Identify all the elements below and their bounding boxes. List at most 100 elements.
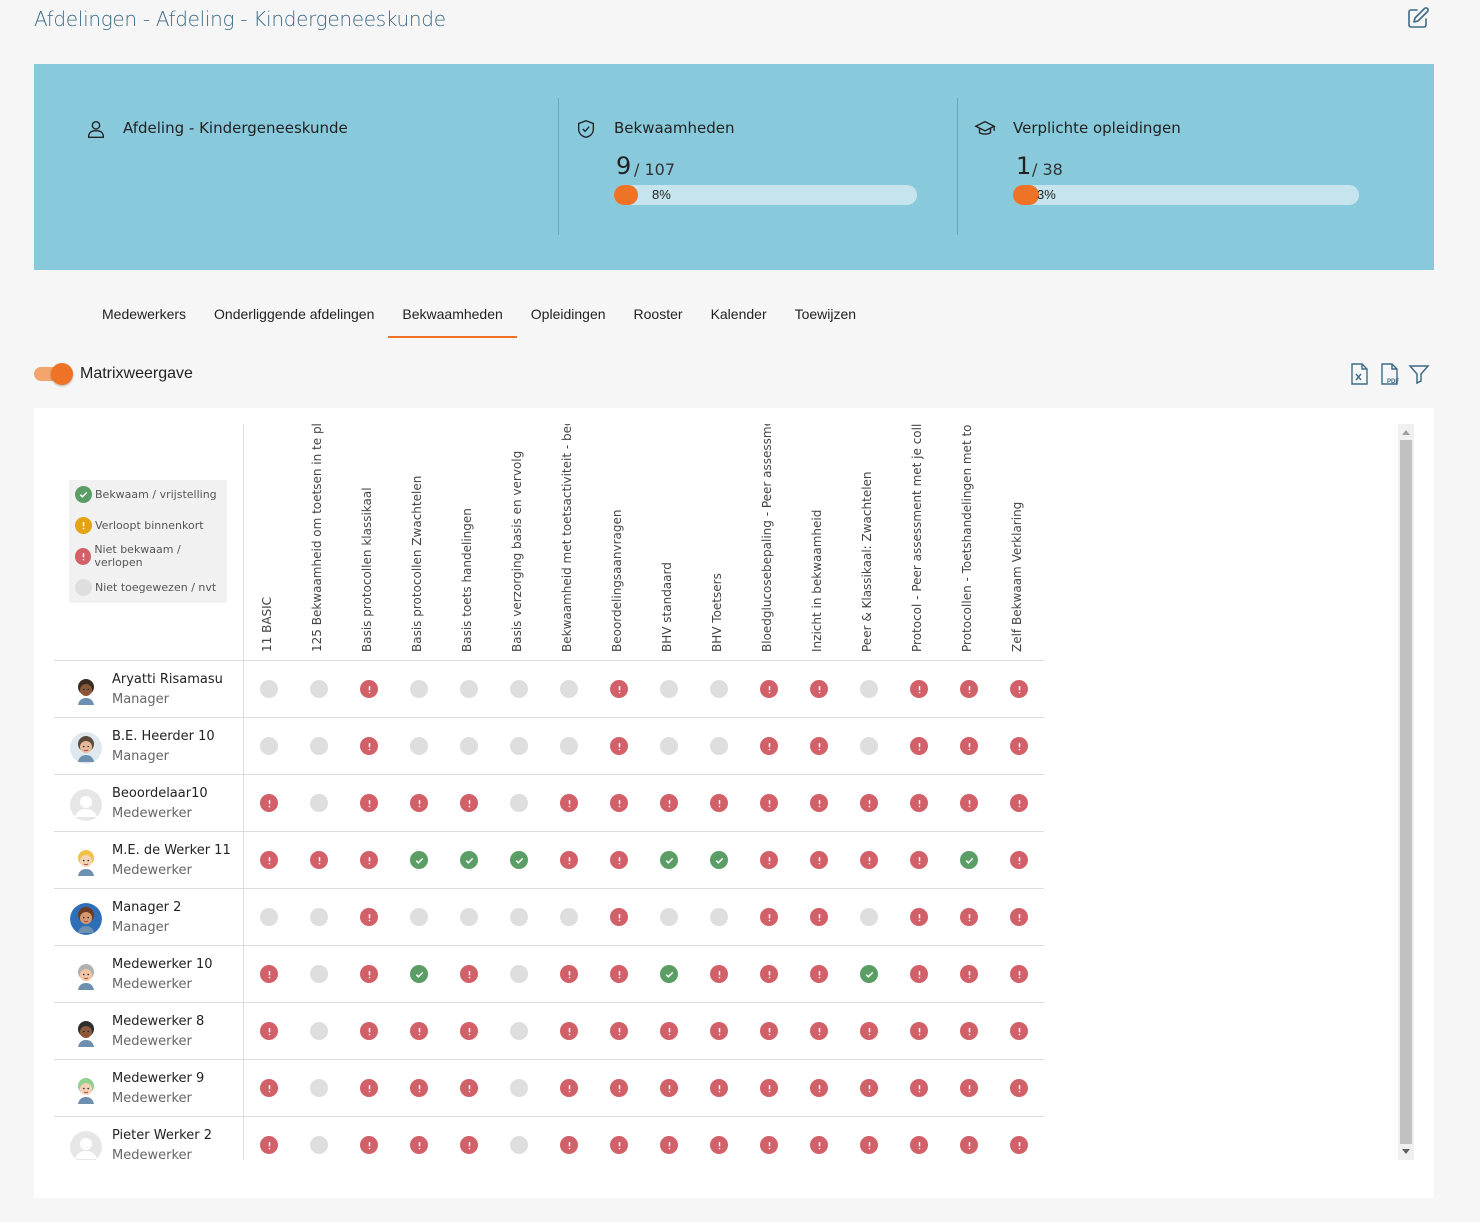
status-check-icon[interactable] (660, 965, 678, 983)
scroll-up-arrow[interactable] (1402, 430, 1410, 435)
status-exclamation-icon[interactable] (310, 851, 328, 869)
status-check-icon[interactable] (510, 851, 528, 869)
column-header[interactable]: Protocollen - Toetshandelingen met toe (954, 424, 984, 654)
filter-icon[interactable] (1408, 362, 1430, 386)
edit-icon[interactable] (1406, 6, 1430, 30)
status-exclamation-icon[interactable] (710, 965, 728, 983)
status-exclamation-icon[interactable] (660, 1022, 678, 1040)
status-exclamation-icon[interactable] (410, 1136, 428, 1154)
column-header[interactable]: Bekwaamheid met toetsactiviteit - beoo (554, 424, 584, 654)
status-exclamation-icon[interactable] (760, 794, 778, 812)
status-empty-circle-icon[interactable] (660, 908, 678, 926)
status-exclamation-icon[interactable] (610, 794, 628, 812)
status-exclamation-icon[interactable] (1010, 737, 1028, 755)
status-exclamation-icon[interactable] (960, 680, 978, 698)
column-header[interactable]: Basis protocollen klassikaal (354, 424, 384, 654)
status-empty-circle-icon[interactable] (260, 908, 278, 926)
status-exclamation-icon[interactable] (610, 965, 628, 983)
column-header[interactable]: Inzicht in bekwaamheid (804, 424, 834, 654)
column-header[interactable]: Peer & Klassikaal: Zwachtelen (854, 424, 884, 654)
status-exclamation-icon[interactable] (410, 794, 428, 812)
status-exclamation-icon[interactable] (960, 737, 978, 755)
status-exclamation-icon[interactable] (660, 794, 678, 812)
status-exclamation-icon[interactable] (760, 851, 778, 869)
status-exclamation-icon[interactable] (960, 1022, 978, 1040)
status-exclamation-icon[interactable] (810, 965, 828, 983)
status-exclamation-icon[interactable] (1010, 1136, 1028, 1154)
status-exclamation-icon[interactable] (760, 1136, 778, 1154)
status-exclamation-icon[interactable] (760, 908, 778, 926)
status-empty-circle-icon[interactable] (510, 794, 528, 812)
status-exclamation-icon[interactable] (260, 1136, 278, 1154)
status-empty-circle-icon[interactable] (310, 794, 328, 812)
status-exclamation-icon[interactable] (260, 965, 278, 983)
status-exclamation-icon[interactable] (710, 1136, 728, 1154)
status-exclamation-icon[interactable] (860, 1079, 878, 1097)
column-header[interactable]: 125 Bekwaamheid om toetsen in te plar (304, 424, 334, 654)
status-exclamation-icon[interactable] (260, 794, 278, 812)
status-exclamation-icon[interactable] (1010, 1079, 1028, 1097)
status-empty-circle-icon[interactable] (860, 737, 878, 755)
status-exclamation-icon[interactable] (610, 1022, 628, 1040)
status-exclamation-icon[interactable] (810, 851, 828, 869)
status-exclamation-icon[interactable] (910, 1079, 928, 1097)
status-exclamation-icon[interactable] (1010, 851, 1028, 869)
tab-bekwaamheden[interactable]: Bekwaamheden (388, 296, 517, 338)
tab-toewijzen[interactable]: Toewijzen (794, 306, 857, 322)
status-exclamation-icon[interactable] (360, 680, 378, 698)
employee-name[interactable]: Manager 2 (112, 900, 182, 915)
status-exclamation-icon[interactable] (610, 737, 628, 755)
status-exclamation-icon[interactable] (610, 680, 628, 698)
status-exclamation-icon[interactable] (610, 851, 628, 869)
status-exclamation-icon[interactable] (910, 737, 928, 755)
column-header[interactable]: BHV standaard (654, 424, 684, 654)
status-empty-circle-icon[interactable] (310, 1079, 328, 1097)
status-empty-circle-icon[interactable] (710, 908, 728, 926)
status-empty-circle-icon[interactable] (560, 908, 578, 926)
status-empty-circle-icon[interactable] (310, 1136, 328, 1154)
status-exclamation-icon[interactable] (260, 1022, 278, 1040)
column-header[interactable]: Protocol - Peer assessment met je colle (904, 424, 934, 654)
status-exclamation-icon[interactable] (760, 1022, 778, 1040)
status-exclamation-icon[interactable] (760, 965, 778, 983)
status-exclamation-icon[interactable] (810, 908, 828, 926)
column-header[interactable]: Beoordelingsaanvragen (604, 424, 634, 654)
status-exclamation-icon[interactable] (1010, 680, 1028, 698)
status-exclamation-icon[interactable] (560, 851, 578, 869)
status-empty-circle-icon[interactable] (310, 1022, 328, 1040)
status-exclamation-icon[interactable] (710, 794, 728, 812)
status-check-icon[interactable] (410, 851, 428, 869)
status-exclamation-icon[interactable] (810, 1136, 828, 1154)
status-empty-circle-icon[interactable] (310, 965, 328, 983)
tab-onderliggende-afdelingen[interactable]: Onderliggende afdelingen (214, 306, 375, 322)
employee-name[interactable]: Medewerker 9 (112, 1071, 205, 1086)
status-exclamation-icon[interactable] (560, 1079, 578, 1097)
employee-name[interactable]: Pieter Werker 2 (112, 1128, 212, 1143)
status-exclamation-icon[interactable] (660, 1079, 678, 1097)
employee-name[interactable]: M.E. de Werker 11 (112, 843, 231, 858)
column-header[interactable]: Basis verzorging basis en vervolg (504, 424, 534, 654)
status-exclamation-icon[interactable] (560, 965, 578, 983)
tab-rooster[interactable]: Rooster (633, 306, 683, 322)
status-exclamation-icon[interactable] (860, 794, 878, 812)
tab-opleidingen[interactable]: Opleidingen (530, 306, 606, 322)
status-check-icon[interactable] (660, 851, 678, 869)
employee-name[interactable]: Beoordelaar10 (112, 786, 208, 801)
scroll-down-arrow[interactable] (1402, 1149, 1410, 1154)
status-exclamation-icon[interactable] (360, 794, 378, 812)
status-exclamation-icon[interactable] (910, 908, 928, 926)
status-exclamation-icon[interactable] (260, 1079, 278, 1097)
status-exclamation-icon[interactable] (810, 1022, 828, 1040)
employee-name[interactable]: Aryatti Risamasu (112, 672, 223, 687)
status-exclamation-icon[interactable] (410, 1079, 428, 1097)
status-exclamation-icon[interactable] (960, 1079, 978, 1097)
status-exclamation-icon[interactable] (1010, 1022, 1028, 1040)
column-header[interactable]: Bloedglucosebepaling - Peer assessmer (754, 424, 784, 654)
status-empty-circle-icon[interactable] (410, 908, 428, 926)
status-exclamation-icon[interactable] (910, 794, 928, 812)
status-exclamation-icon[interactable] (360, 1079, 378, 1097)
status-exclamation-icon[interactable] (360, 908, 378, 926)
status-empty-circle-icon[interactable] (310, 908, 328, 926)
status-exclamation-icon[interactable] (610, 1079, 628, 1097)
status-exclamation-icon[interactable] (260, 851, 278, 869)
